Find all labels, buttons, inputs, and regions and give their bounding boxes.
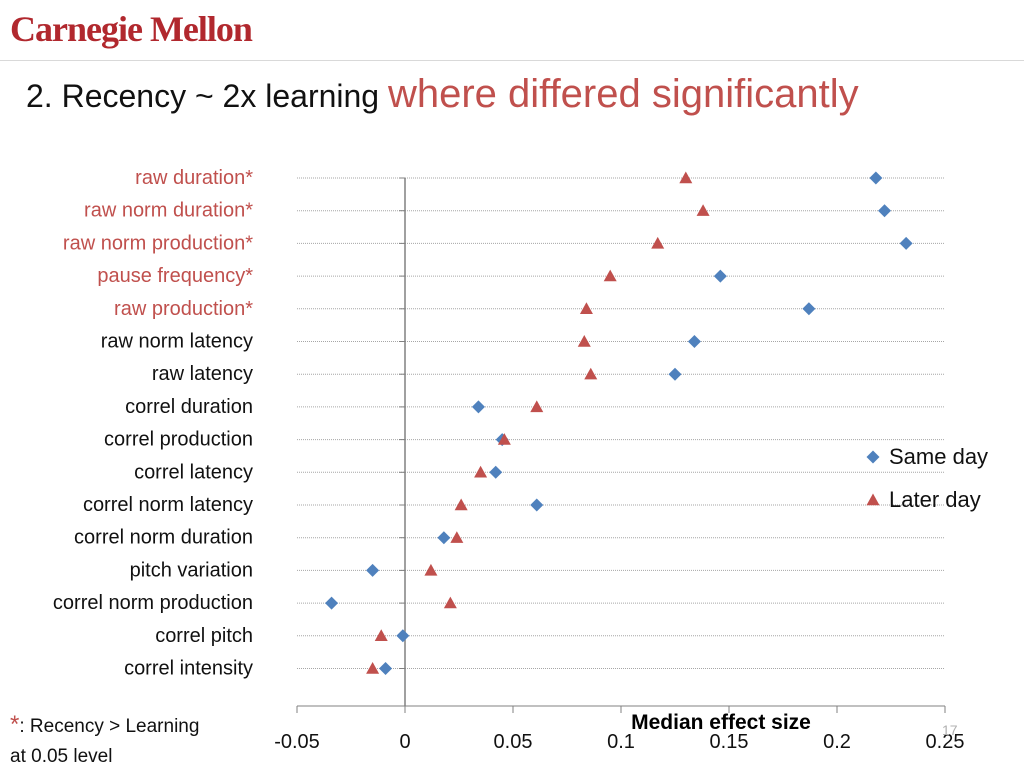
- footnote: *: Recency > Learning at 0.05 level: [10, 710, 199, 772]
- same-day-point: [471, 400, 485, 414]
- x-tick-label: 0.05: [494, 731, 533, 753]
- same-day-point: [687, 335, 701, 348]
- category-label: raw norm latency: [101, 331, 253, 353]
- later-day-point: [366, 662, 380, 674]
- x-tick-label: 0.1: [607, 731, 635, 753]
- category-label: raw norm production*: [63, 232, 253, 254]
- slide-title: 2. Recency ~ 2x learning where differed …: [26, 72, 859, 117]
- x-tick-label: 0: [399, 731, 410, 753]
- x-tick-label: -0.05: [274, 731, 320, 753]
- slide-title-main: 2. Recency ~ 2x learning: [26, 78, 388, 114]
- legend-marker: [866, 450, 880, 464]
- carnegie-mellon-logo: Carnegie Mellon: [10, 9, 253, 49]
- same-day-point: [878, 204, 892, 218]
- footnote-text-line1: : Recency > Learning: [19, 716, 200, 737]
- same-day-point: [899, 236, 913, 250]
- category-label: correl norm latency: [83, 494, 253, 516]
- x-tick-label: 0.2: [823, 731, 851, 753]
- later-day-point: [443, 596, 457, 609]
- category-label: correl norm duration: [74, 527, 253, 549]
- x-tick-label: 0.15: [710, 731, 749, 753]
- footnote-star: *: [10, 711, 20, 738]
- same-day-point: [530, 498, 544, 512]
- header-divider: [0, 60, 1024, 61]
- category-label: raw norm duration*: [84, 200, 253, 222]
- footnote-text-line2: at 0.05 level: [10, 746, 113, 767]
- category-label: correl intensity: [124, 658, 253, 680]
- category-label: correl norm production: [53, 592, 253, 614]
- same-day-point: [802, 302, 816, 316]
- same-day-point: [713, 269, 727, 283]
- category-label: correl pitch: [155, 625, 253, 647]
- category-label: correl duration: [125, 396, 253, 418]
- slide-title-highlight: where differed significantly: [387, 72, 859, 116]
- slide-number: 17: [942, 722, 958, 738]
- x-tick-label: 0.25: [926, 731, 965, 753]
- later-day-point: [530, 400, 544, 413]
- same-day-point: [489, 465, 503, 479]
- later-day-point: [497, 433, 511, 445]
- later-day-point: [374, 629, 388, 641]
- category-label: raw latency: [152, 363, 253, 385]
- later-day-point: [454, 498, 468, 511]
- same-day-point: [366, 563, 380, 577]
- same-day-point: [668, 367, 682, 381]
- category-label: pitch variation: [130, 559, 253, 581]
- same-day-point: [325, 596, 339, 610]
- category-label: raw production*: [114, 298, 253, 320]
- later-day-point: [474, 465, 488, 478]
- category-label: correl production: [104, 429, 253, 451]
- later-day-point: [450, 531, 464, 543]
- later-day-point: [584, 367, 598, 380]
- category-label: pause frequency*: [97, 265, 253, 287]
- later-day-point: [424, 563, 438, 576]
- same-day-point: [396, 629, 410, 643]
- later-day-point: [651, 236, 665, 249]
- legend-label: Later day: [889, 487, 981, 512]
- category-label: raw duration*: [135, 167, 253, 189]
- later-day-point: [603, 269, 617, 282]
- legend-marker: [866, 493, 880, 506]
- legend-label: Same day: [889, 444, 988, 469]
- x-axis-title: Median effect size: [631, 711, 811, 734]
- later-day-point: [577, 335, 591, 347]
- later-day-point: [696, 204, 710, 216]
- later-day-point: [579, 302, 593, 314]
- same-day-point: [437, 531, 451, 545]
- category-label: correl latency: [134, 461, 253, 483]
- later-day-point: [679, 171, 693, 184]
- same-day-point: [869, 171, 883, 185]
- same-day-point: [379, 662, 393, 675]
